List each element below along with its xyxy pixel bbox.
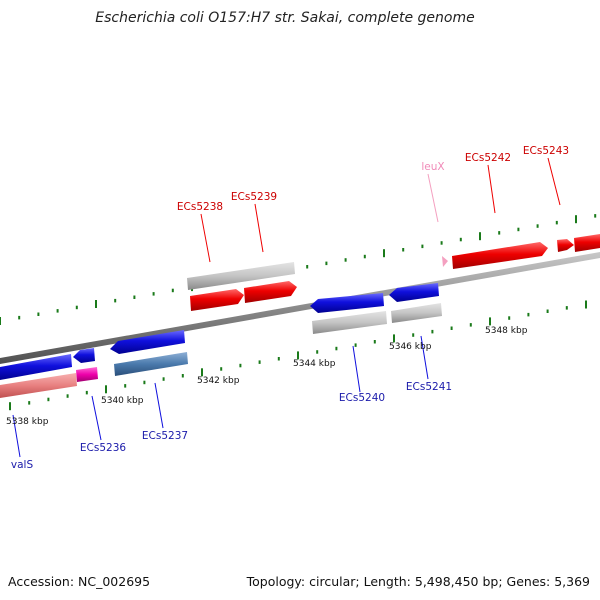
gene-ECs5239-arrow [244, 281, 297, 303]
accession-text: Accession: NC_002695 [8, 574, 150, 589]
tick-marks [0, 214, 597, 411]
gene-label-ECs5236: ECs5236 [80, 442, 126, 454]
gene-label-ECs5242: ECs5242 [465, 152, 511, 164]
tick-label-5344: 5344 kbp [293, 359, 336, 369]
tick-label-5346: 5346 kbp [389, 342, 432, 352]
gene-valS-track [0, 373, 77, 398]
label-leaders [12, 157, 561, 458]
tick-label-5342: 5342 kbp [197, 376, 240, 386]
gene-ECs5241-arrow [389, 283, 439, 302]
gene-label-ECs5243: ECs5243 [523, 145, 569, 157]
gene-ECs5242-arrow [452, 242, 548, 269]
gene-label-ECs5238: ECs5238 [177, 201, 223, 213]
gene-ECs5237-arrow [110, 330, 185, 354]
map-title: Escherichia coli O157:H7 str. Sakai, com… [95, 10, 474, 26]
gene-label-ECs5240: ECs5240 [339, 392, 385, 404]
gene-ECs5240-track [312, 311, 387, 334]
gene-ECs5243-arrow [557, 239, 574, 252]
gene-label-valS: valS [11, 459, 34, 471]
gene-offscreen-left-arrow [0, 354, 72, 380]
genome-summary-text: Topology: circular; Length: 5,498,450 bp… [246, 574, 590, 589]
forward-strand-features [187, 234, 600, 311]
tick-label-5348: 5348 kbp [485, 326, 528, 336]
gene-label-ECs5237: ECs5237 [142, 430, 188, 442]
gene-ECs5240-arrow [310, 293, 384, 313]
gene-label-leuX: leuX [421, 161, 444, 173]
genome-backbone [0, 252, 600, 364]
gene-ECs5236-track [76, 367, 98, 382]
gene-ECs5241-track [391, 303, 442, 323]
trna-leuX-marker [442, 256, 448, 267]
gene-ECs5237-track [114, 352, 188, 376]
gene-next-arrow [574, 234, 600, 252]
gene-ECs5238-arrow [190, 289, 244, 311]
gene-ECs5236-arrow [73, 348, 95, 363]
feature-gray-segment [187, 262, 295, 290]
gene-label-ECs5241: ECs5241 [406, 381, 452, 393]
tick-label-5338: 5338 kbp [6, 417, 49, 427]
reverse-strand-features [0, 283, 442, 398]
gene-label-ECs5239: ECs5239 [231, 191, 277, 203]
tick-label-5340: 5340 kbp [101, 396, 144, 406]
